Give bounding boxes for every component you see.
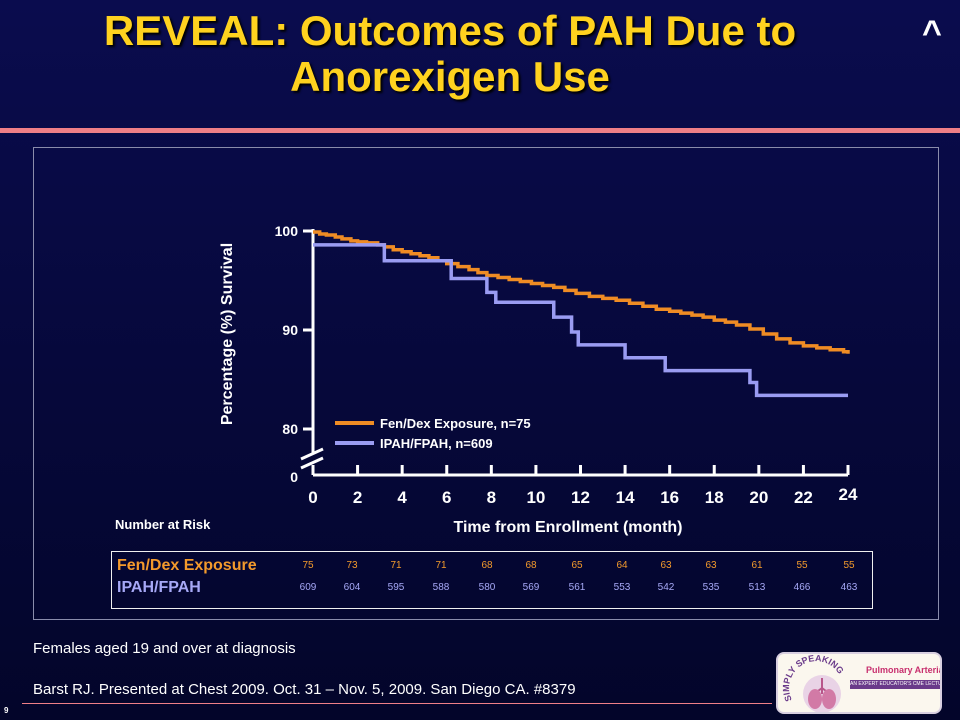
x-tick-label: 8	[487, 488, 496, 507]
series-ipah-fpah-line	[313, 243, 848, 398]
risk-cell: 71	[435, 560, 447, 571]
risk-cell: 466	[793, 582, 811, 593]
risk-cell: 68	[481, 560, 493, 571]
x-tick-label: 24	[839, 485, 858, 504]
series-fen-dex-line	[313, 230, 850, 354]
x-tick-label: 0	[308, 488, 317, 507]
risk-cell: 561	[568, 582, 586, 593]
x-tick-label: 16	[660, 488, 679, 507]
risk-row-label: IPAH/FPAH	[117, 579, 201, 596]
risk-cell: 55	[843, 560, 855, 571]
risk-cell: 463	[840, 582, 858, 593]
risk-cell: 63	[705, 560, 717, 571]
number-at-risk-title: Number at Risk	[115, 517, 211, 532]
footnote: Females aged 19 and over at diagnosis	[33, 640, 296, 657]
risk-cell: 588	[432, 582, 450, 593]
risk-cell: 71	[390, 560, 402, 571]
risk-cell: 64	[616, 560, 628, 571]
x-tick-label: 6	[442, 488, 451, 507]
risk-cell: 569	[522, 582, 540, 593]
risk-cell: 63	[660, 560, 672, 571]
risk-table: Fen/Dex Exposure 75 73 71 71 68 68 65 64…	[111, 551, 873, 609]
x-tick-label: 22	[794, 488, 813, 507]
simply-speaking-logo: SIMPLY SPEAKING Pulmonary Arterial Hyper…	[776, 652, 942, 714]
risk-cell: 542	[657, 582, 675, 593]
x-tick-label: 10	[526, 488, 545, 507]
risk-cell: 513	[748, 582, 766, 593]
risk-cell: 61	[751, 560, 763, 571]
risk-row-fen: Fen/Dex Exposure 75 73 71 71 68 68 65 64…	[112, 555, 872, 577]
slide-number: 9	[4, 706, 9, 715]
footer-divider	[22, 703, 772, 704]
caret-marker: ^	[922, 14, 942, 52]
risk-cell: 68	[525, 560, 537, 571]
x-tick-label: 18	[705, 488, 724, 507]
risk-cell: 535	[702, 582, 720, 593]
slide-title: REVEAL: Outcomes of PAH Due to Anorexige…	[103, 7, 797, 100]
axis-break-mark	[300, 447, 324, 461]
risk-cell: 595	[387, 582, 405, 593]
x-tick-label: 2	[353, 488, 362, 507]
axis-break-mark	[300, 456, 324, 470]
x-tick-label: 12	[571, 488, 590, 507]
title-divider	[0, 128, 960, 133]
legend: Fen/Dex Exposure, n=75 IPAH/FPAH, n=609	[335, 416, 531, 451]
legend-label: Fen/Dex Exposure, n=75	[380, 416, 531, 431]
risk-cell: 55	[796, 560, 808, 571]
lungs-icon: SIMPLY SPEAKING	[781, 654, 846, 712]
y-tick-label: 80	[282, 421, 298, 437]
risk-cell: 73	[346, 560, 358, 571]
x-tick-label: 4	[397, 488, 407, 507]
y-tick-label: 90	[282, 322, 298, 338]
risk-cell: 75	[302, 560, 314, 571]
logo-subtitle: AN EXPERT EDUCATOR'S CME LECTURE SERIES	[850, 680, 940, 689]
legend-label: IPAH/FPAH, n=609	[380, 436, 493, 451]
risk-cell: 609	[299, 582, 317, 593]
logo-title: Pulmonary Arterial Hypertension	[866, 665, 940, 675]
x-tick-label: 14	[616, 488, 635, 507]
risk-cell: 553	[613, 582, 631, 593]
series-lines	[313, 230, 850, 398]
y-tick-label-zero: 0	[290, 469, 298, 485]
risk-cell: 604	[343, 582, 361, 593]
citation: Barst RJ. Presented at Chest 2009. Oct. …	[33, 681, 576, 698]
x-axis-label: Time from Enrollment (month)	[453, 519, 682, 536]
y-axis-label: Percentage (%) Survival	[219, 243, 236, 425]
risk-cell: 65	[571, 560, 583, 571]
risk-row-ipah: IPAH/FPAH 609 604 595 588 580 569 561 55…	[112, 577, 872, 599]
y-tick-label: 100	[275, 223, 299, 239]
chart-panel	[33, 147, 939, 620]
risk-row-label: Fen/Dex Exposure	[117, 557, 257, 574]
x-tick-label: 20	[749, 488, 768, 507]
risk-cell: 580	[478, 582, 496, 593]
